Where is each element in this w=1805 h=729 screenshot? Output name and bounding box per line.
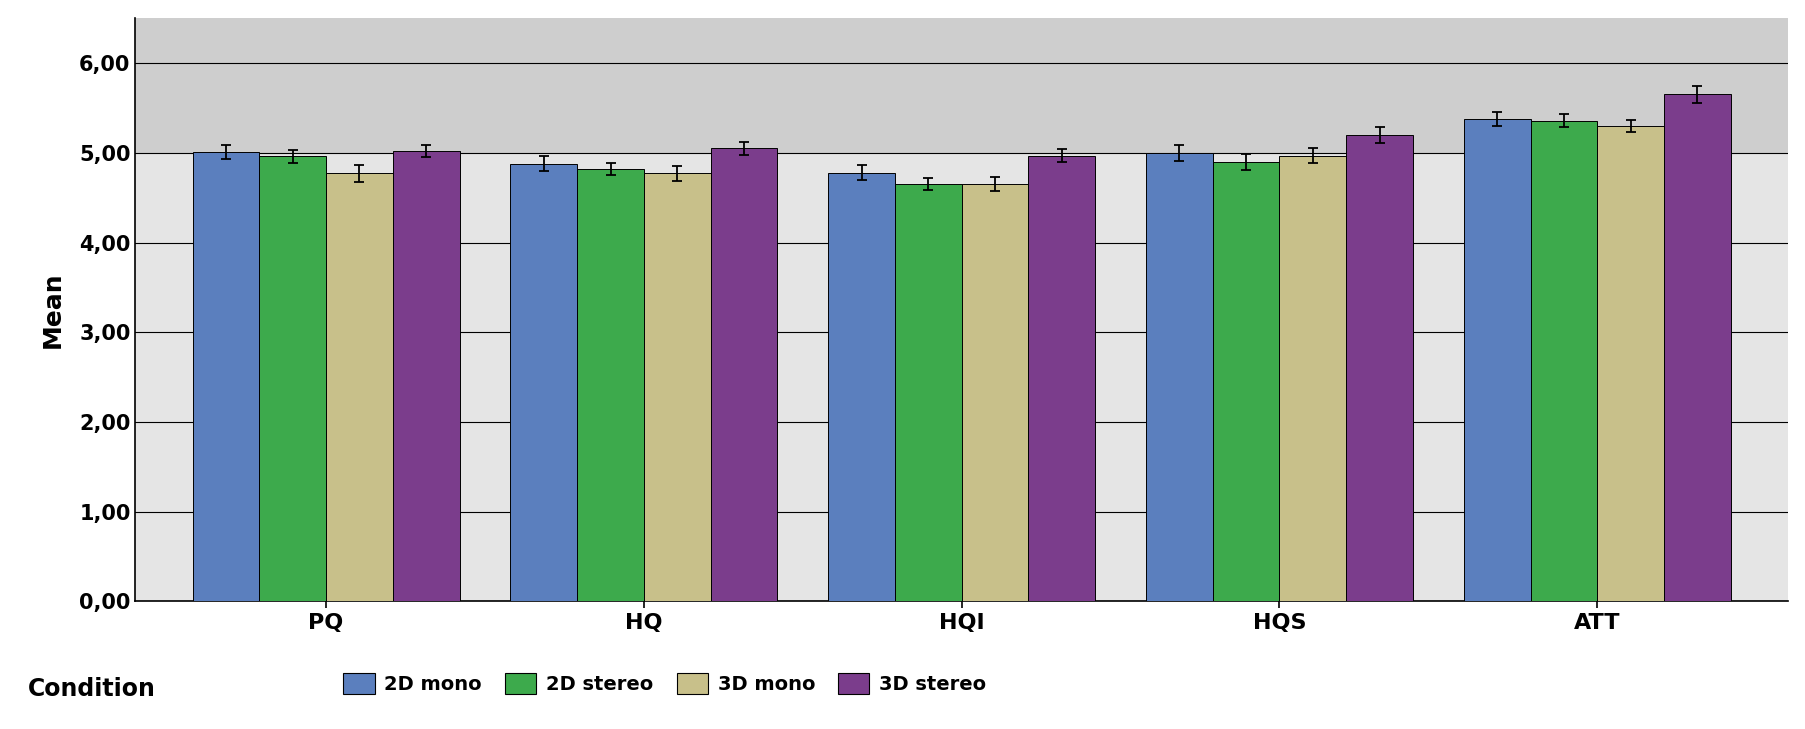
Bar bbox=[578, 169, 644, 601]
Bar bbox=[1596, 126, 1662, 601]
Bar bbox=[895, 184, 962, 601]
Bar bbox=[135, 0, 1787, 153]
Bar bbox=[1027, 155, 1094, 601]
Bar bbox=[1345, 135, 1412, 601]
Bar bbox=[644, 174, 709, 601]
Bar bbox=[327, 174, 393, 601]
Bar bbox=[393, 151, 458, 601]
Bar bbox=[193, 152, 260, 601]
Bar bbox=[1529, 120, 1596, 601]
Y-axis label: Mean: Mean bbox=[42, 271, 65, 348]
Text: Condition: Condition bbox=[29, 677, 155, 701]
Bar bbox=[1146, 153, 1213, 601]
Bar bbox=[511, 163, 578, 601]
Bar bbox=[1213, 162, 1278, 601]
Bar bbox=[709, 148, 776, 601]
Bar bbox=[1278, 155, 1345, 601]
Bar bbox=[828, 173, 895, 601]
Bar bbox=[962, 184, 1027, 601]
Bar bbox=[1662, 95, 1729, 601]
Legend: 2D mono, 2D stereo, 3D mono, 3D stereo: 2D mono, 2D stereo, 3D mono, 3D stereo bbox=[343, 673, 986, 694]
Bar bbox=[260, 157, 327, 601]
Bar bbox=[1464, 119, 1529, 601]
